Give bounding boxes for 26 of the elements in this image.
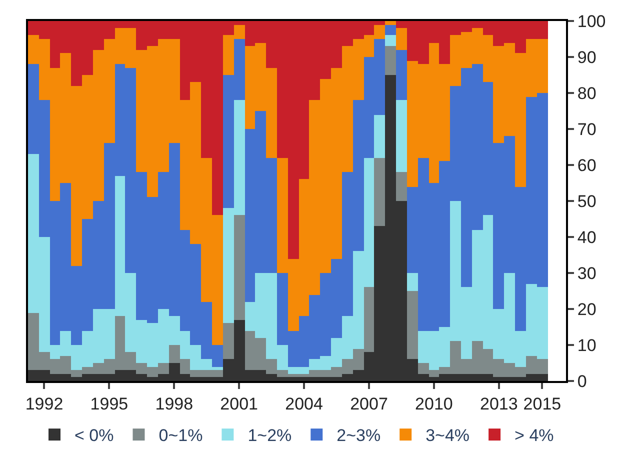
x-tick-label: 1995 xyxy=(90,394,128,414)
x-tick-label: 2013 xyxy=(480,394,518,414)
y-tick-label: 50 xyxy=(577,192,596,211)
x-tick-label: 2004 xyxy=(285,394,323,414)
y-tick-label: 60 xyxy=(577,156,596,175)
y-tick-label: 100 xyxy=(577,12,606,31)
y-tick-label: 90 xyxy=(577,48,596,67)
y-tick-label: 30 xyxy=(577,264,596,283)
y-tick-label: 0 xyxy=(577,372,587,391)
legend-label: 3~4% xyxy=(426,426,470,446)
legend-label: 1~2% xyxy=(248,426,292,446)
legend-label: 0~1% xyxy=(158,426,203,446)
y-tick-label: 40 xyxy=(577,228,596,247)
y-tick-label: 80 xyxy=(577,84,596,103)
legend-label: < 0% xyxy=(74,426,114,446)
y-tick-label: 70 xyxy=(577,120,596,139)
y-tick-label: 20 xyxy=(577,300,596,319)
x-tick-label: 2015 xyxy=(523,394,562,414)
x-tick-label: 1992 xyxy=(25,394,64,414)
y-tick-label: 10 xyxy=(577,336,596,355)
legend-label: > 4% xyxy=(514,426,554,446)
x-tick-label: 1998 xyxy=(155,394,194,414)
x-tick-label: 2007 xyxy=(350,394,388,414)
x-tick-label: 2001 xyxy=(220,394,258,414)
x-tick-label: 2010 xyxy=(415,394,453,414)
legend-label: 2~3% xyxy=(336,426,381,446)
